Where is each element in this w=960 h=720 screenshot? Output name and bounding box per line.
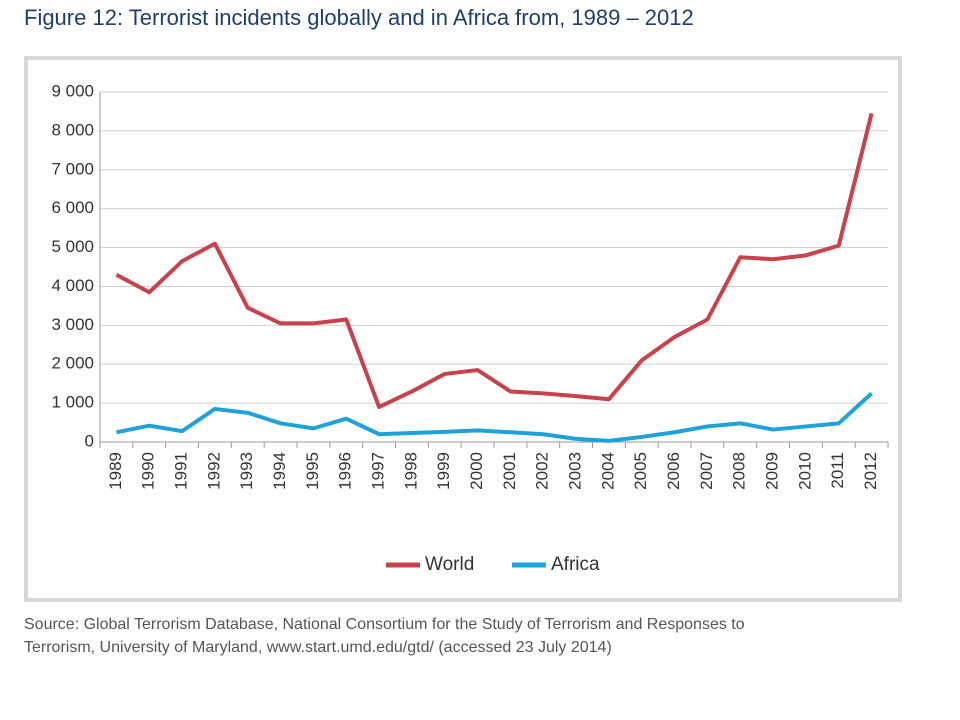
x-tick-label: 1993: [237, 452, 256, 490]
x-tick-label: 1992: [204, 452, 223, 490]
x-tick-label: 2008: [730, 452, 749, 490]
y-tick-label: 7 000: [51, 159, 94, 178]
x-tick-label: 1994: [270, 452, 289, 490]
legend-label: Africa: [551, 554, 600, 575]
y-tick-label: 0: [85, 431, 94, 450]
y-tick-label: 2 000: [51, 354, 94, 373]
x-tick-label: 2012: [861, 452, 880, 490]
x-tick-label: 2006: [664, 452, 683, 490]
y-tick-label: 8 000: [51, 120, 94, 139]
x-tick-label: 1999: [434, 452, 453, 490]
source-note: Terrorism, University of Maryland, www.s…: [24, 639, 612, 656]
series-line: [116, 391, 873, 443]
y-tick-label: 1 000: [51, 393, 94, 412]
y-tick-label: 9 000: [51, 81, 94, 100]
x-tick-label: 2001: [500, 452, 519, 490]
x-tick-label: 1995: [303, 452, 322, 490]
y-tick-label: 3 000: [51, 315, 94, 334]
x-tick-label: 2002: [533, 452, 552, 490]
y-tick-label: 6 000: [51, 198, 94, 217]
x-tick-label: 1990: [139, 452, 158, 490]
y-tick-label: 4 000: [51, 276, 94, 295]
x-tick-label: 1991: [172, 452, 191, 490]
x-tick-label: 1997: [369, 452, 388, 490]
legend-label: World: [425, 554, 474, 575]
x-tick-label: 1998: [401, 452, 420, 490]
series-line: [115, 112, 874, 409]
source-note: Source: Global Terrorism Database, Natio…: [24, 616, 745, 633]
x-tick-label: 2009: [763, 452, 782, 490]
x-tick-label: 2004: [598, 452, 617, 490]
chart-frame: [24, 56, 902, 602]
x-tick-label: 2011: [828, 452, 847, 489]
x-tick-label: 2003: [566, 452, 585, 490]
x-tick-label: 2005: [631, 452, 650, 490]
x-tick-label: 2007: [697, 452, 716, 490]
x-tick-label: 2000: [467, 452, 486, 490]
x-tick-label: 1996: [336, 452, 355, 490]
x-tick-label: 1989: [106, 452, 125, 490]
y-tick-label: 5 000: [51, 237, 94, 256]
x-tick-label: 2010: [795, 452, 814, 490]
chart-title: Figure 12: Terrorist incidents globally …: [24, 5, 694, 30]
